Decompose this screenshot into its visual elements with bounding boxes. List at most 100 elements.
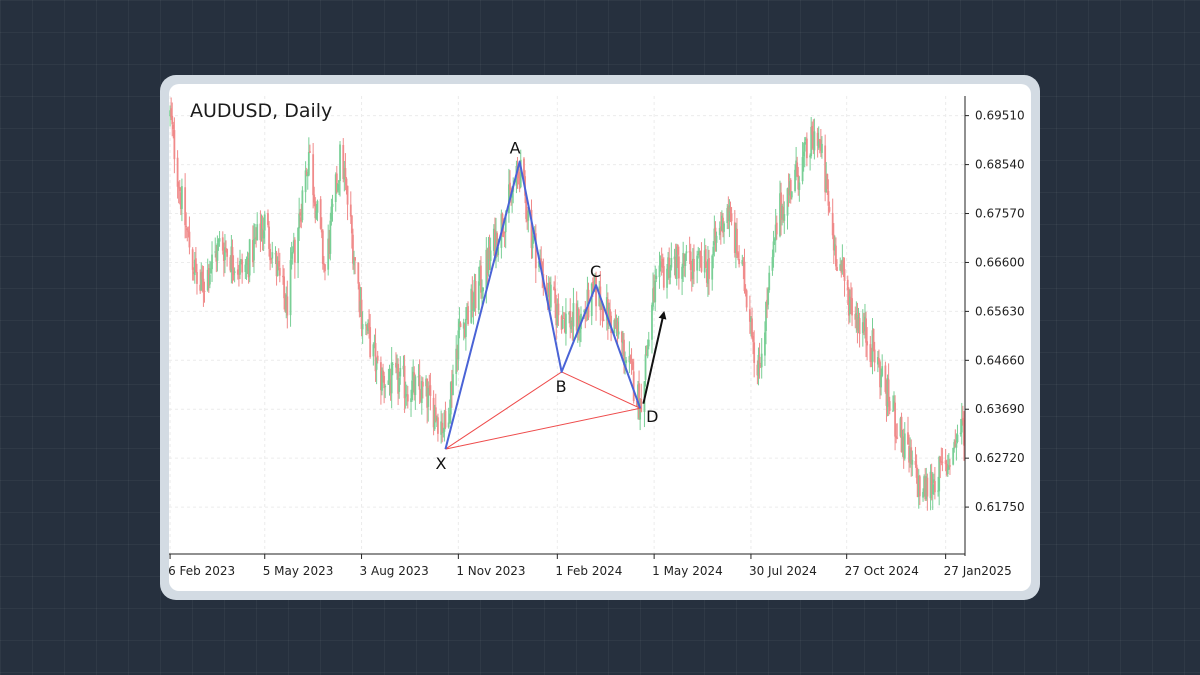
candle [178,180,181,205]
candle [645,345,648,356]
candle [939,456,942,479]
candle [418,359,421,404]
candle [306,169,309,190]
candle [236,257,239,280]
candle [221,231,224,255]
candle [410,389,412,417]
candle [775,215,778,240]
candle [222,242,225,277]
candle [253,223,255,274]
candle [677,246,680,290]
xabcd-legs [444,160,642,450]
candle [173,117,176,174]
candle [290,241,293,270]
candle [547,276,550,306]
candle [750,315,752,337]
candle [723,221,725,244]
candle [926,473,929,511]
y-tick-label: 0.62720 [975,451,1025,465]
y-tick-label: 0.65630 [975,304,1025,318]
candle [911,450,914,477]
candle [821,136,823,159]
candle [953,439,956,453]
candle [411,366,414,402]
candle [399,356,402,385]
candle [768,265,771,293]
candle [384,384,387,399]
candle [518,165,521,193]
candle [449,381,452,424]
y-tick-label: 0.61750 [975,500,1025,514]
candle [508,168,510,223]
candle [757,347,760,386]
candle [644,345,647,387]
candle [925,467,928,501]
candle [361,311,364,344]
candles [169,97,965,511]
candle [917,469,920,509]
candle [360,287,363,337]
candle [211,241,213,282]
candle [856,302,859,344]
candle [924,468,927,502]
candle [336,183,339,193]
candle [210,261,212,274]
candle [525,195,528,223]
chart-frame: X A B C D 0.69510 0.68540 0.67570 0.66600 0.6563… [160,75,1040,600]
candle [915,454,918,484]
candle [565,298,567,346]
candle [631,358,634,371]
candle [659,255,662,272]
candle [651,302,653,354]
candle [366,324,368,336]
candle [836,259,838,272]
candle [466,303,468,321]
candle [615,314,618,337]
candle [549,276,552,312]
candle [482,287,484,299]
candle [297,227,299,278]
candle [563,312,566,334]
candle [224,234,226,274]
candle [744,284,747,297]
candle [391,361,394,376]
candle [946,454,949,477]
candle [602,308,605,322]
candle [730,206,733,226]
candle [447,407,450,429]
candle [638,370,640,420]
candle [412,359,415,393]
candle [342,138,345,183]
candle [764,321,766,366]
candle [652,272,654,311]
pattern-point-label-c: C [590,262,601,281]
candle [857,307,860,334]
candle [495,217,497,269]
candle [720,210,723,231]
candle [389,368,392,401]
candle [640,383,643,413]
candle [425,375,427,397]
x-tick-label: 30 Jul 2024 [749,564,817,578]
candle [881,354,884,378]
candle [434,393,437,423]
candle [745,288,748,312]
candle [902,428,905,469]
candle [457,318,460,371]
candle [851,287,853,327]
tick-labels: 0.69510 0.68540 0.67570 0.66600 0.65630 0.646… [169,109,1025,578]
candle [941,447,944,472]
candle [816,127,819,158]
candle [413,366,416,401]
candle [767,287,770,310]
candle [270,257,273,264]
candle [900,412,903,453]
candle [441,413,444,443]
candle [301,186,304,223]
candle [713,215,716,257]
candle [660,247,663,276]
candle [843,257,846,297]
candle [271,241,274,268]
candle [668,247,671,285]
candle [170,97,173,121]
